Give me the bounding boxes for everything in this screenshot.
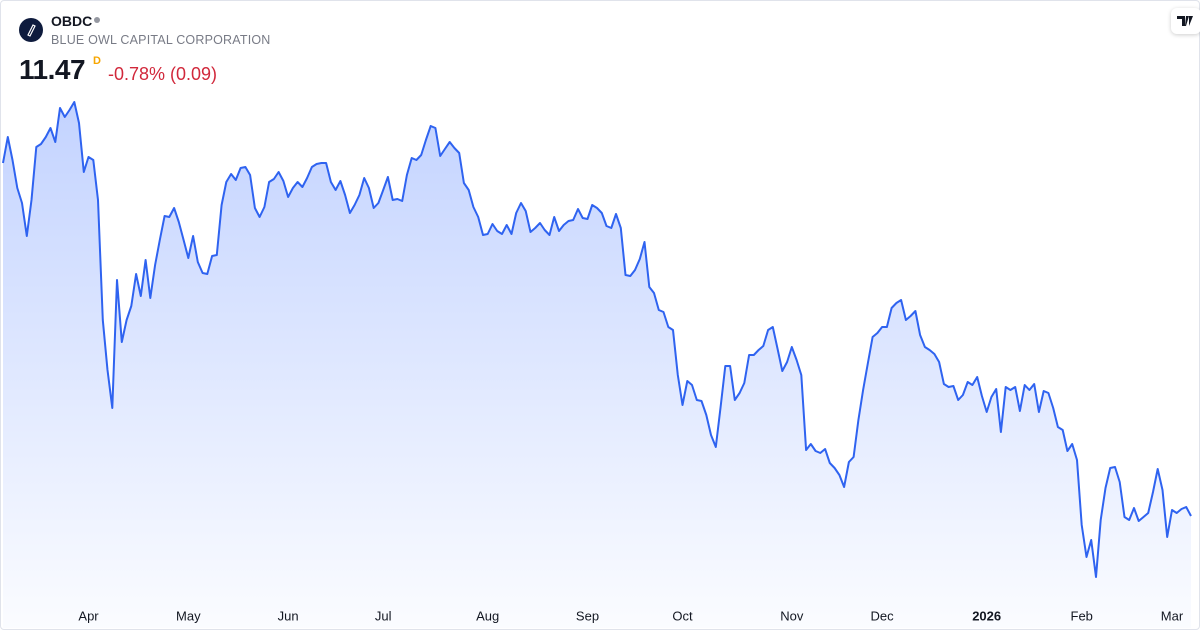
company-logo <box>19 18 43 42</box>
x-tick-label: Oct <box>672 608 693 623</box>
x-tick-label: Feb <box>1071 608 1093 623</box>
price-line <box>2 101 1192 578</box>
brand-icon <box>1177 16 1193 26</box>
x-tick-label: Jul <box>375 608 392 623</box>
last-price: 11.47 <box>19 54 86 85</box>
x-tick-label: 2026 <box>972 608 1001 623</box>
symbol[interactable]: OBDC <box>51 13 93 29</box>
area <box>3 102 1191 628</box>
x-tick-label: Nov <box>780 608 804 623</box>
x-tick-label: Sep <box>576 608 599 623</box>
x-tick-label: Apr <box>78 608 99 623</box>
x-tick-label: May <box>176 608 201 623</box>
brand-logo[interactable] <box>1171 8 1200 34</box>
x-tick-label: Aug <box>476 608 499 623</box>
company-name: BLUE OWL CAPITAL CORPORATION <box>51 33 271 47</box>
status-dot <box>94 17 100 23</box>
x-tick-label: Mar <box>1161 608 1184 623</box>
price-change: -0.78% (0.09) <box>108 64 218 84</box>
price-flag: D <box>93 55 101 67</box>
x-tick-label: Dec <box>871 608 895 623</box>
x-tick-label: Jun <box>278 608 299 623</box>
